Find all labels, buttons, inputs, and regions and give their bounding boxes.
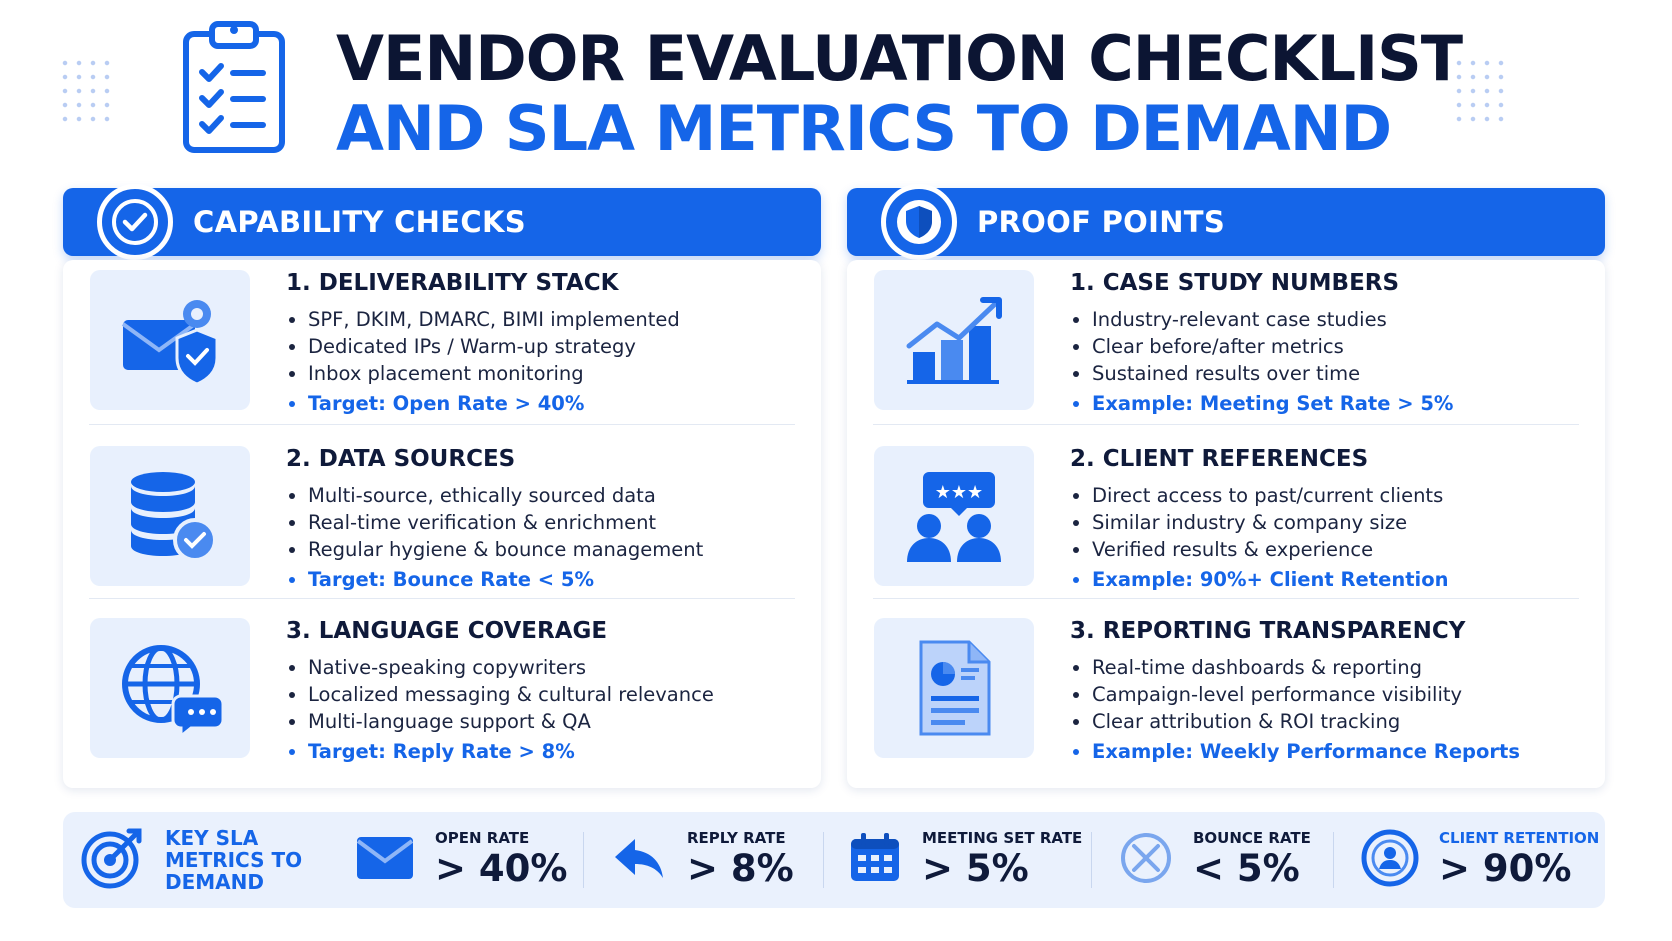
capability-checks-panel: CAPABILITY CHECKS 1. DELIVERABILITY STAC… (63, 184, 821, 788)
people-rating-icon: ★★★ (874, 446, 1034, 586)
proof-item: 3. REPORTING TRANSPARENCY Real-time dash… (847, 608, 1605, 784)
metric-meeting-set-rate: MEETING SET RATE > 5% (848, 822, 1082, 898)
report-document-icon (874, 618, 1034, 758)
example-bullet: Example: Weekly Performance Reports (1070, 738, 1520, 765)
bullet: Multi-language support & QA (286, 708, 714, 735)
metric-value: > 8% (687, 847, 794, 890)
capability-checks-header: CAPABILITY CHECKS (63, 184, 821, 260)
bullet: Verified results & experience (1070, 536, 1448, 563)
target-icon (81, 827, 143, 893)
bullet: Multi-source, ethically sourced data (286, 482, 703, 509)
bullet: Real-time dashboards & reporting (1070, 654, 1520, 681)
proof-item: 1. CASE STUDY NUMBERS Industry-relevant … (847, 260, 1605, 436)
metric-value: > 90% (1439, 847, 1572, 890)
database-check-icon (90, 446, 250, 586)
sla-key: KEY SLA METRICS TO DEMAND (81, 822, 305, 898)
divider (1333, 832, 1334, 888)
divider (89, 424, 795, 425)
bullet: Industry-relevant case studies (1070, 306, 1453, 333)
bullet-list: Industry-relevant case studies Clear bef… (1070, 306, 1453, 417)
metric-value: > 40% (435, 847, 568, 890)
target-bullet: Target: Bounce Rate < 5% (286, 566, 703, 593)
header: VENDOR EVALUATION CHECKLIST AND SLA METR… (0, 0, 1672, 180)
metric-label: BOUNCE RATE (1193, 829, 1311, 847)
item-title: 2. DATA SOURCES (286, 446, 516, 472)
bullet: Native-speaking copywriters (286, 654, 714, 681)
divider (823, 832, 824, 888)
sla-metrics-bar: KEY SLA METRICS TO DEMAND OPEN RATE > 40… (63, 812, 1605, 908)
bullet: Regular hygiene & bounce management (286, 536, 703, 563)
svg-text:★★★: ★★★ (935, 482, 983, 503)
capability-checks-title: CAPABILITY CHECKS (193, 205, 526, 239)
capability-item: 2. DATA SOURCES Multi-source, ethically … (63, 436, 821, 612)
divider (1091, 832, 1092, 888)
title-line-2: AND SLA METRICS TO DEMAND (336, 92, 1392, 165)
decorative-dots-right (1452, 56, 1512, 126)
divider (873, 598, 1579, 599)
example-bullet: Example: 90%+ Client Retention (1070, 566, 1448, 593)
bullet-list: SPF, DKIM, DMARC, BIMI implemented Dedic… (286, 306, 680, 417)
divider (873, 424, 1579, 425)
x-circle-icon (1119, 831, 1173, 889)
bullet: Dedicated IPs / Warm-up strategy (286, 333, 680, 360)
capability-checks-body: 1. DELIVERABILITY STACK SPF, DKIM, DMARC… (63, 260, 821, 788)
bullet: Campaign-level performance visibility (1070, 681, 1520, 708)
metric-label: OPEN RATE (435, 829, 530, 847)
item-title: 3. LANGUAGE COVERAGE (286, 618, 608, 644)
bullet-list: Direct access to past/current clients Si… (1070, 482, 1448, 593)
metric-reply-rate: REPLY RATE > 8% (611, 822, 794, 898)
title-line-1: VENDOR EVALUATION CHECKLIST (336, 22, 1463, 95)
bullet-list: Native-speaking copywriters Localized me… (286, 654, 714, 765)
metric-label: MEETING SET RATE (922, 829, 1083, 847)
bullet-list: Multi-source, ethically sourced data Rea… (286, 482, 703, 593)
reply-arrow-icon (611, 833, 667, 887)
sla-key-label: KEY SLA METRICS TO DEMAND (165, 826, 303, 894)
item-title: 1. DELIVERABILITY STACK (286, 270, 619, 296)
bullet: SPF, DKIM, DMARC, BIMI implemented (286, 306, 680, 333)
metric-label: CLIENT RETENTION (1439, 829, 1600, 847)
metric-open-rate: OPEN RATE > 40% (355, 822, 567, 898)
page-title: VENDOR EVALUATION CHECKLIST AND SLA METR… (336, 22, 1463, 165)
metric-label: REPLY RATE (687, 829, 786, 847)
proof-points-header: PROOF POINTS (847, 184, 1605, 260)
envelope-icon (355, 833, 415, 887)
globe-chat-icon (90, 618, 250, 758)
proof-points-body: 1. CASE STUDY NUMBERS Industry-relevant … (847, 260, 1605, 788)
metric-value: > 5% (922, 847, 1029, 890)
proof-item: ★★★ 2. CLIENT REFERENCES Direct access t… (847, 436, 1605, 612)
envelope-shield-gear-icon (90, 270, 250, 410)
calendar-icon (848, 831, 902, 889)
metric-client-retention: CLIENT RETENTION > 90% (1361, 822, 1599, 898)
item-title: 3. REPORTING TRANSPARENCY (1070, 618, 1466, 644)
divider (583, 832, 584, 888)
bullet: Similar industry & company size (1070, 509, 1448, 536)
shield-icon (881, 184, 957, 260)
bullet: Direct access to past/current clients (1070, 482, 1448, 509)
bullet: Clear attribution & ROI tracking (1070, 708, 1520, 735)
item-title: 2. CLIENT REFERENCES (1070, 446, 1369, 472)
bullet-list: Real-time dashboards & reporting Campaig… (1070, 654, 1520, 765)
bullet: Clear before/after metrics (1070, 333, 1453, 360)
capability-item: 1. DELIVERABILITY STACK SPF, DKIM, DMARC… (63, 260, 821, 436)
metric-bounce-rate: BOUNCE RATE < 5% (1119, 822, 1311, 898)
bullet: Localized messaging & cultural relevance (286, 681, 714, 708)
item-title: 1. CASE STUDY NUMBERS (1070, 270, 1400, 296)
bullet: Inbox placement monitoring (286, 360, 680, 387)
target-bullet: Target: Open Rate > 40% (286, 390, 680, 417)
check-circle-icon (97, 184, 173, 260)
metric-value: < 5% (1193, 847, 1300, 890)
bar-chart-trend-icon (874, 270, 1034, 410)
user-circle-icon (1361, 829, 1419, 891)
capability-item: 3. LANGUAGE COVERAGE Native-speaking cop… (63, 608, 821, 784)
bullet: Sustained results over time (1070, 360, 1453, 387)
divider (89, 598, 795, 599)
proof-points-panel: PROOF POINTS 1. CASE STUDY NUMBERS Indus… (847, 184, 1605, 788)
clipboard-checklist-icon (180, 18, 290, 158)
proof-points-title: PROOF POINTS (977, 205, 1226, 239)
target-bullet: Target: Reply Rate > 8% (286, 738, 714, 765)
example-bullet: Example: Meeting Set Rate > 5% (1070, 390, 1453, 417)
decorative-dots-left (58, 56, 118, 126)
bullet: Real-time verification & enrichment (286, 509, 703, 536)
